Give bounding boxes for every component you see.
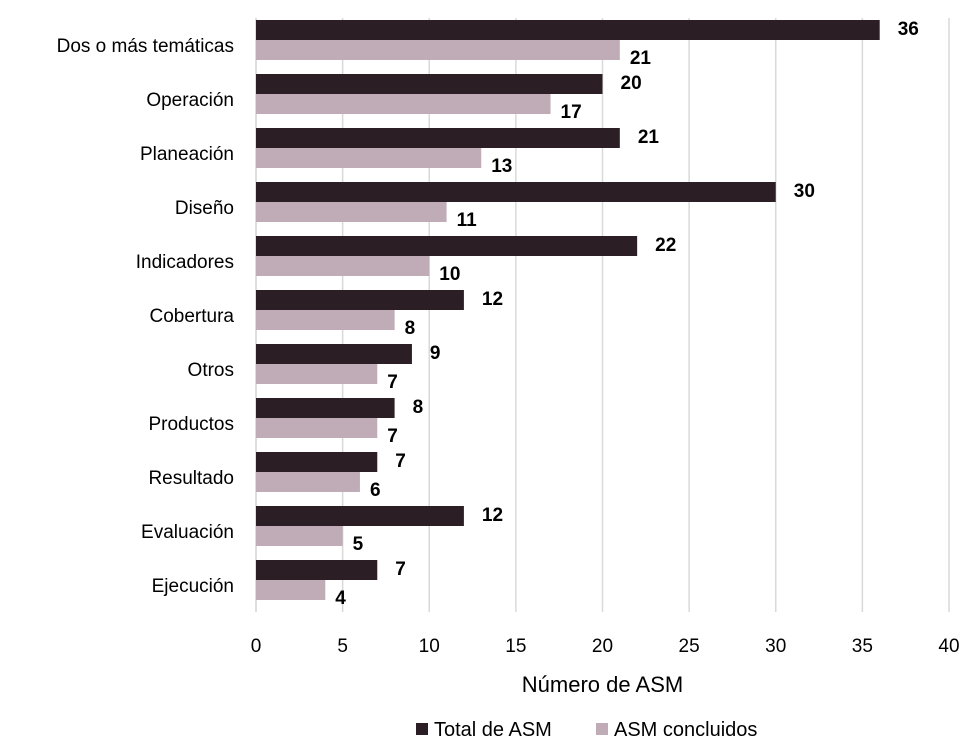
bar-total	[256, 560, 378, 580]
x-tick-label: 15	[505, 636, 526, 657]
x-axis-ticks: 0 5 10 15 20 25 30 35 40	[251, 636, 960, 657]
category-label: Evaluación	[141, 522, 234, 543]
value-label-total: 7	[395, 451, 406, 472]
legend-swatch-concluidos	[596, 723, 608, 735]
value-label-concluidos: 4	[335, 588, 346, 609]
category-label: Resultado	[148, 468, 234, 489]
category-label: Otros	[188, 360, 234, 381]
x-tick-label: 20	[592, 636, 613, 657]
x-axis-title: Número de ASM	[522, 672, 683, 697]
value-label-concluidos: 6	[370, 480, 381, 501]
bar-total	[256, 74, 603, 94]
value-label-total: 9	[430, 343, 441, 364]
category-label: Operación	[146, 90, 234, 111]
bar-concluidos	[256, 40, 620, 60]
legend-label-total: Total de ASM	[434, 719, 552, 740]
value-label-total: 36	[898, 19, 919, 40]
value-label-concluidos: 7	[387, 426, 398, 447]
bar-total	[256, 20, 880, 40]
category-label: Diseño	[175, 198, 234, 219]
value-label-concluidos: 8	[405, 318, 416, 339]
bar-total	[256, 128, 620, 148]
category-label: Dos o más temáticas	[57, 36, 234, 57]
value-label-concluidos: 17	[561, 102, 582, 123]
value-label-total: 8	[413, 397, 424, 418]
legend: Total de ASM ASM concluidos	[416, 719, 757, 740]
bars	[256, 20, 880, 600]
bar-total	[256, 506, 464, 526]
legend-label-concluidos: ASM concluidos	[614, 719, 757, 740]
category-label: Planeación	[140, 144, 234, 165]
x-tick-label: 0	[251, 636, 262, 657]
bar-concluidos	[256, 310, 395, 330]
bar-concluidos	[256, 418, 378, 438]
x-tick-label: 25	[679, 636, 700, 657]
value-label-total: 7	[395, 559, 406, 580]
value-label-concluidos: 7	[387, 372, 398, 393]
category-labels: Dos o más temáticas Operación Planeación Di…	[57, 36, 235, 597]
category-label: Ejecución	[152, 576, 234, 597]
bar-concluidos	[256, 526, 343, 546]
value-label-concluidos: 5	[353, 534, 364, 555]
bar-concluidos	[256, 94, 551, 114]
bar-concluidos	[256, 472, 360, 492]
category-label: Productos	[148, 414, 234, 435]
bar-total	[256, 182, 776, 202]
bar-concluidos	[256, 256, 430, 276]
bar-total	[256, 290, 464, 310]
bar-total	[256, 236, 638, 256]
value-label-total: 22	[655, 235, 676, 256]
bar-total	[256, 452, 378, 472]
value-label-total: 12	[482, 289, 503, 310]
bar-concluidos	[256, 364, 378, 384]
category-label: Cobertura	[150, 306, 235, 327]
x-tick-label: 35	[852, 636, 873, 657]
value-label-concluidos: 11	[457, 210, 478, 231]
value-label-total: 20	[621, 73, 642, 94]
bar-concluidos	[256, 148, 482, 168]
bar-total	[256, 398, 395, 418]
category-label: Indicadores	[136, 252, 234, 273]
x-tick-label: 40	[938, 636, 959, 657]
value-label-total: 21	[638, 127, 660, 148]
x-tick-label: 5	[337, 636, 348, 657]
value-label-concluidos: 13	[491, 156, 512, 177]
legend-swatch-total	[416, 723, 428, 735]
value-label-total: 12	[482, 505, 503, 526]
x-tick-label: 10	[419, 636, 440, 657]
value-label-total: 30	[794, 181, 815, 202]
bar-concluidos	[256, 580, 326, 600]
x-tick-label: 30	[765, 636, 786, 657]
value-label-concluidos: 10	[439, 264, 460, 285]
bar-total	[256, 344, 412, 364]
value-label-concluidos: 21	[630, 48, 652, 69]
bar-concluidos	[256, 202, 447, 222]
